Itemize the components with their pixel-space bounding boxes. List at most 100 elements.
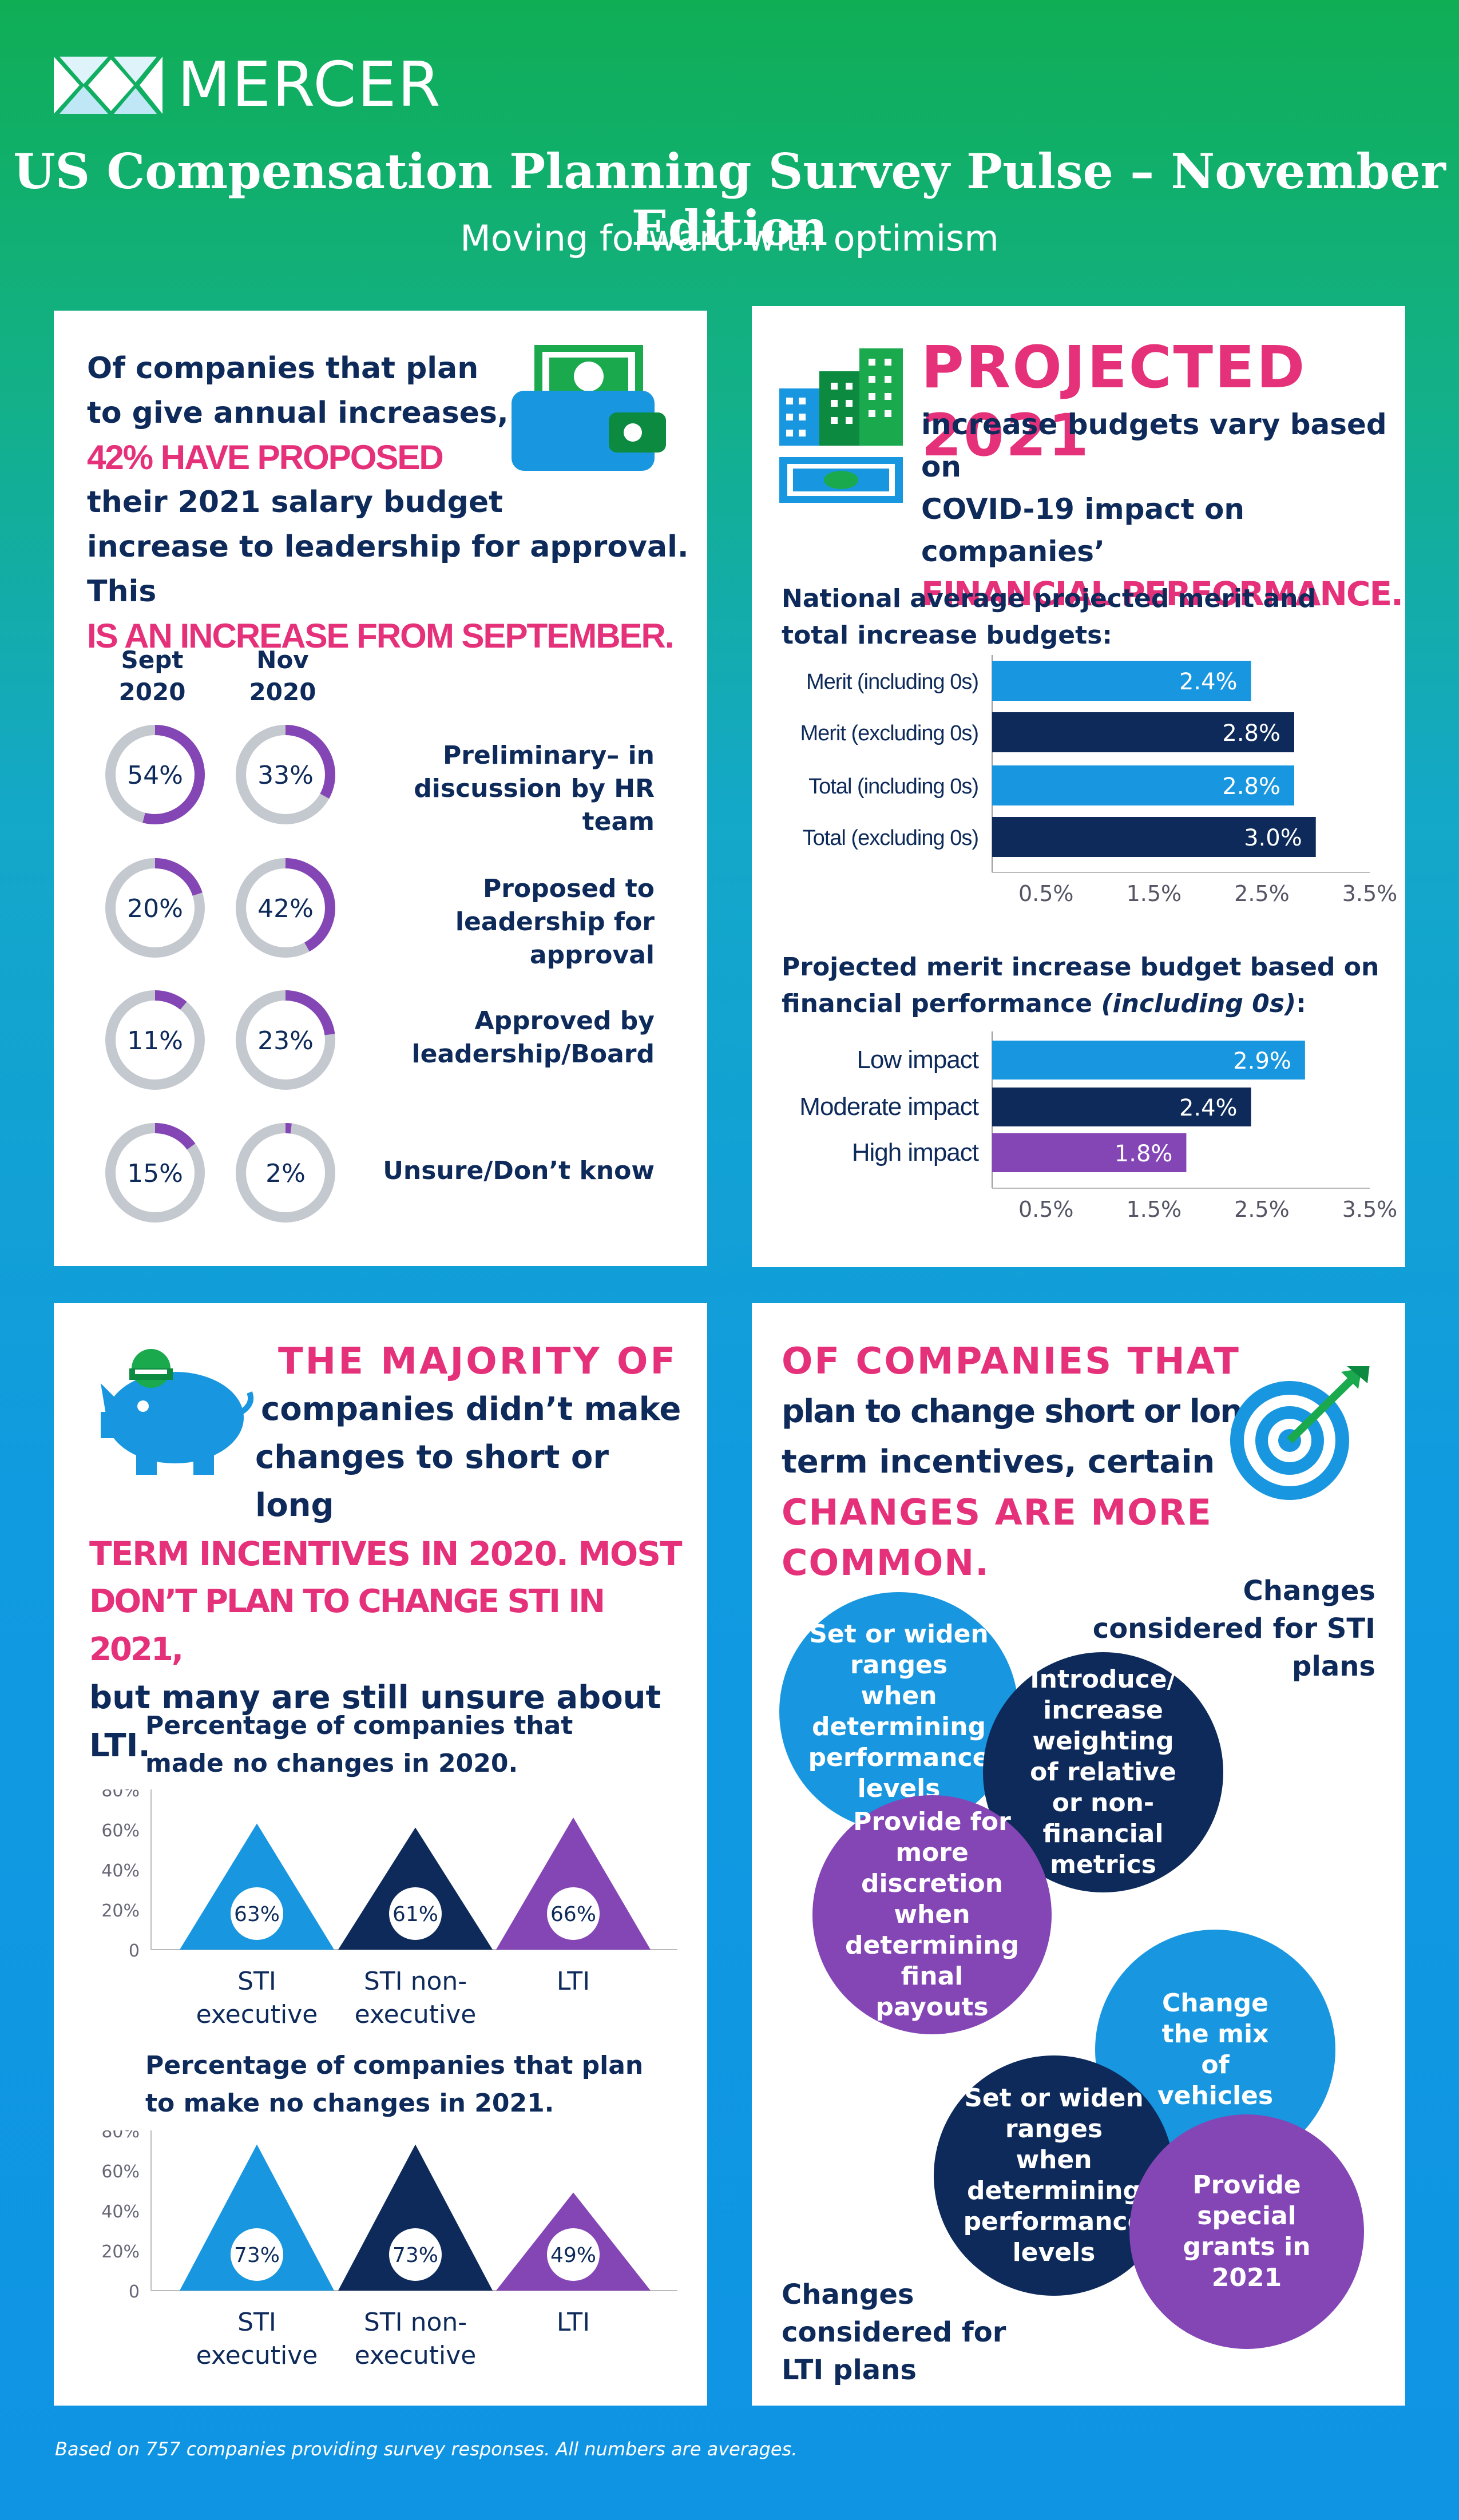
bar-value-label: 73% xyxy=(234,2244,280,2267)
bar-value-label: 2.8% xyxy=(1222,720,1280,747)
category-label: STI non- xyxy=(364,2308,467,2337)
value-badge xyxy=(389,2228,442,2281)
bar-category-label: Low impact xyxy=(857,1046,978,1074)
bar-category-label: Merit (including 0s) xyxy=(806,670,978,694)
panel4-line: OF COMPANIES THAT xyxy=(782,1340,1240,1383)
bar-value-label: 2.4% xyxy=(1179,1095,1238,1121)
tick-label: 20% xyxy=(101,1901,140,1921)
donut-nov-3: 2% xyxy=(236,1123,335,1223)
category-label: STI non- xyxy=(364,1967,467,1996)
panel3-line: THE MAJORITY OF xyxy=(278,1340,678,1383)
panel-salary-budget-approval: Of companies that plan to give annual in… xyxy=(54,311,707,1266)
chart-national-budgets: 2.4% Merit (including 0s) 2.8% Merit (exclu… xyxy=(800,655,1398,906)
chart-title-part: : xyxy=(1296,989,1306,1018)
tick-label: 0 xyxy=(129,1941,140,1961)
chart-financial-impact: 2.9% Low impact 2.4% Moderate impact 1.8% Hig… xyxy=(799,1031,1398,1222)
lti-bubble-special-grants: Provide special grants in 2021 xyxy=(1129,2114,1364,2349)
panel3-line: but many are still unsure about LTI. xyxy=(89,1679,661,1764)
panel2-title: PROJECTED 2021 xyxy=(921,334,1307,470)
page-title: US Compensation Planning Survey Pulse – … xyxy=(13,143,1446,256)
column-header-nov-2020: Nov 2020 xyxy=(249,646,316,706)
panel3-headline: THE MAJORITY OF companies didn’t make ch… xyxy=(89,1338,690,1770)
category-label: STI xyxy=(237,1967,276,1996)
panel3-line: TERM INCENTIVES IN 2020. MOST xyxy=(89,1534,683,1573)
donut-value-arc xyxy=(236,858,335,958)
bar xyxy=(992,765,1294,805)
donut-row-label: Preliminary– in discussion by HR team xyxy=(414,741,655,836)
panel1-highlight: IS AN INCREASE FROM SEPTEMBER. xyxy=(87,617,675,655)
donut-sept-2: 11% xyxy=(105,990,205,1090)
chart-title-financial-impact: Projected merit increase budget based on… xyxy=(782,949,1388,1022)
category-label: executive xyxy=(196,2341,318,2370)
donut-value-arc xyxy=(236,990,335,1090)
category-label: executive xyxy=(355,2341,477,2370)
panel1-line: increase to leadership for approval. Thi… xyxy=(87,530,689,609)
chart-no-changes-2021: 80% 60% 40% 20% 0 73% STI executive 73% STI non-e… xyxy=(101,2130,677,2370)
triangle-bar xyxy=(180,2144,334,2291)
panel3-line: DON’T PLAN TO CHANGE STI IN 2021, xyxy=(89,1583,605,1668)
panel3-line: companies didn’t make xyxy=(261,1391,681,1428)
bar-value-label: 2.9% xyxy=(1233,1048,1291,1074)
donut-row-label: Approved by leadership/Board xyxy=(411,1006,655,1069)
chart-title-part: Projected merit increase budget based on… xyxy=(782,953,1379,1018)
bar-category-label: Total (including 0s) xyxy=(808,775,978,799)
wallet-money-icon xyxy=(512,345,666,471)
panel4-headline: OF COMPANIES THAT plan to change short o… xyxy=(782,1336,1394,1588)
brand-name: MERCER xyxy=(177,49,442,121)
donut-value-arc xyxy=(105,858,205,958)
mercer-logo-icon xyxy=(54,56,162,114)
triangle-bar xyxy=(496,1817,651,1950)
page-subtitle: Moving forward with optimism xyxy=(460,217,999,259)
buildings-money-icon xyxy=(779,348,903,503)
category-label: LTI xyxy=(557,2308,590,2337)
tick-label: 80% xyxy=(101,2130,140,2142)
donut-row-label: Proposed to leadership for approval xyxy=(455,874,655,970)
bar-value-label: 1.8% xyxy=(1115,1141,1173,1167)
sti-bubble-discretion: Provide for more discretion when determi… xyxy=(812,1795,1052,2034)
panel4-line: CHANGES ARE MORE COMMON. xyxy=(782,1491,1212,1584)
tick-label: 60% xyxy=(101,2162,140,2182)
chart-title-part: (including 0s) xyxy=(1101,989,1297,1018)
bar-value-label: 2.8% xyxy=(1222,773,1280,800)
donut-value-arc xyxy=(105,1123,205,1223)
donut-nov-0: 33% xyxy=(236,725,335,824)
donut-sept-0: 54% xyxy=(105,725,205,824)
tick-label: 3.5% xyxy=(1342,881,1398,906)
tick-label: 80% xyxy=(101,1789,140,1801)
tick-label: 1.5% xyxy=(1127,1197,1182,1222)
donut-sept-3: 15% xyxy=(105,1123,205,1223)
footnote: Based on 757 companies providing survey … xyxy=(55,2438,798,2460)
category-label: STI xyxy=(237,2308,276,2337)
sti-bubble-set-ranges: Set or widen ranges when determining per… xyxy=(779,1592,1018,1831)
bar-category-label: Merit (excluding 0s) xyxy=(800,721,978,745)
donut-value-label: 2% xyxy=(265,1159,306,1188)
tick-label: 40% xyxy=(101,2202,140,2222)
panel1-line: to give annual increases, xyxy=(87,396,509,430)
donut-value-label: 54% xyxy=(127,761,183,790)
tick-label: 20% xyxy=(101,2242,140,2262)
column-header-sept-2020: Sept 2020 xyxy=(118,646,186,706)
category-label: executive xyxy=(355,2000,477,2029)
lti-changes-label: Changes considered for LTI plans xyxy=(782,2279,1006,2386)
piggy-bank-icon xyxy=(101,1349,254,1475)
tick-label: 1.5% xyxy=(1127,881,1182,906)
donut-row-label: Unsure/Don’t know xyxy=(383,1156,655,1185)
bar xyxy=(992,1041,1305,1080)
triangle-bar xyxy=(338,2144,493,2291)
bar-value-label: 73% xyxy=(392,2244,438,2267)
bar-value-label: 66% xyxy=(550,1903,596,1926)
tick-label: 60% xyxy=(101,1821,140,1841)
bar-value-label: 49% xyxy=(550,2244,596,2267)
chart-title-national-budgets: National average projected merit and tot… xyxy=(782,584,1316,650)
donut-value-arc xyxy=(236,725,335,824)
bar xyxy=(992,712,1294,752)
donut-sept-1: 20% xyxy=(105,858,205,958)
bar-category-label: Moderate impact xyxy=(799,1093,978,1121)
panel3-line: changes to short or long xyxy=(255,1439,609,1524)
bar xyxy=(992,661,1251,701)
panel2-line: increase budgets vary based on xyxy=(921,408,1387,483)
donut-value-arc xyxy=(105,725,205,824)
tick-label: 3.5% xyxy=(1342,1197,1398,1222)
panel-incentive-changes: THE MAJORITY OF companies didn’t make ch… xyxy=(54,1303,707,2406)
panel1-intro: Of companies that plan to give annual in… xyxy=(87,346,705,658)
